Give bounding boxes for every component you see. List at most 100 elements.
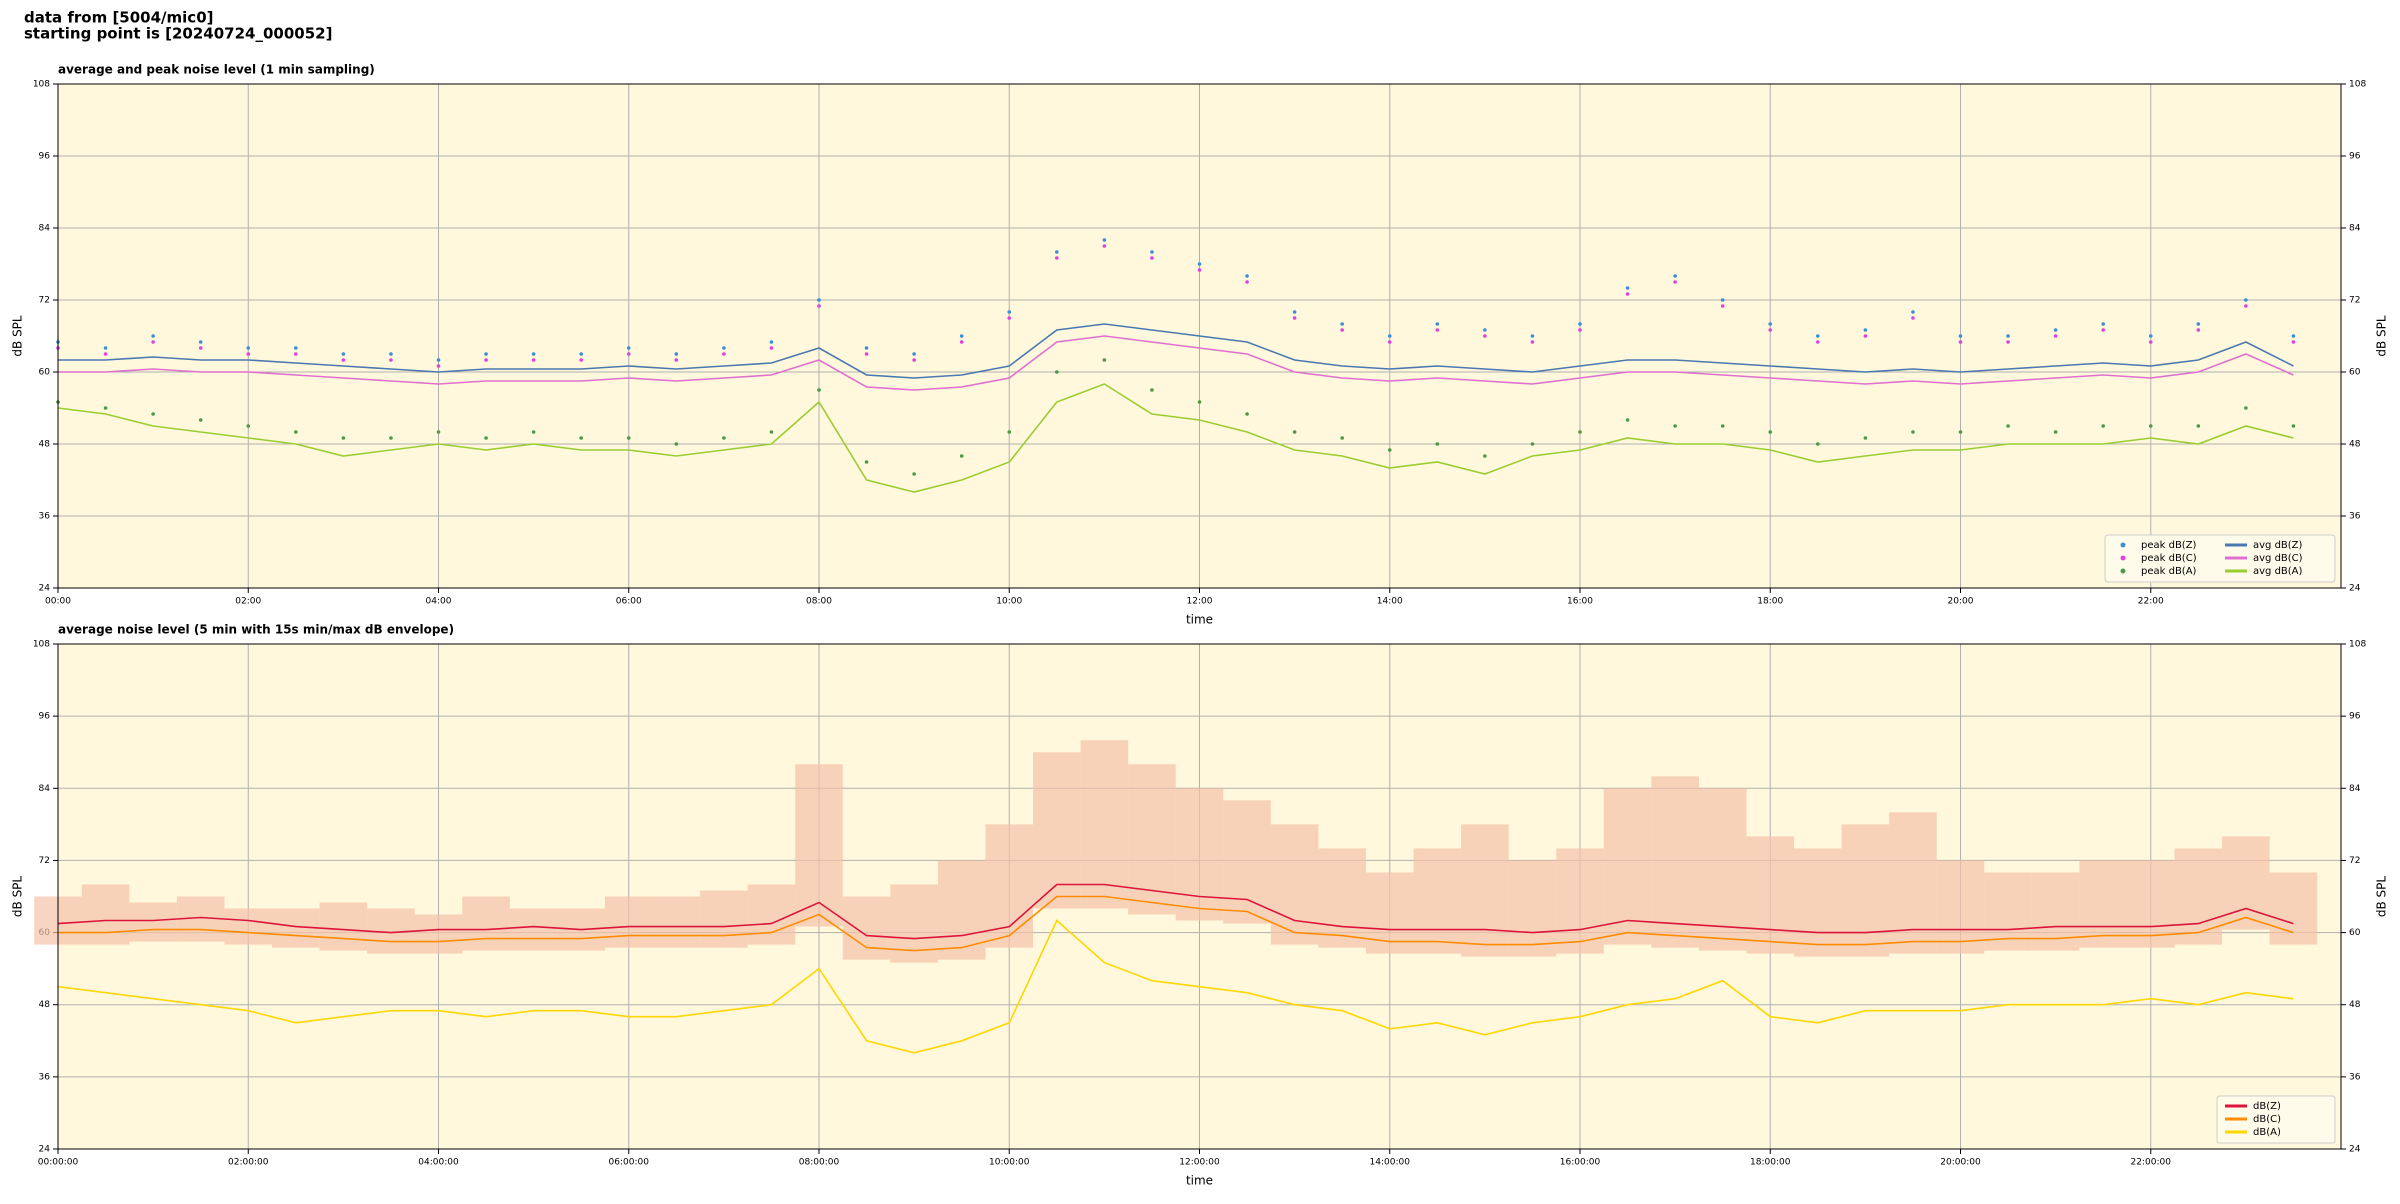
x-tick-label: 20:00 (1948, 597, 1974, 607)
peak-point (1245, 274, 1249, 278)
peak-point (722, 346, 726, 350)
y-tick-label: 108 (33, 80, 50, 90)
peak-point (294, 346, 298, 350)
peak-point (2148, 424, 2153, 428)
peak-point (1102, 244, 1107, 248)
envelope (1223, 800, 1271, 924)
peak-point (484, 436, 488, 440)
y2-tick-label: 24 (2349, 1145, 2361, 1155)
peak-point (579, 436, 583, 440)
peak-point (1863, 436, 1868, 440)
peak-point (2101, 328, 2105, 332)
y-tick-label: 96 (39, 152, 51, 162)
legend-marker (2120, 542, 2126, 548)
peak-point (294, 430, 298, 434)
envelope (747, 884, 796, 945)
envelope (937, 860, 986, 960)
peak-point (531, 358, 536, 362)
y-tick-label: 48 (39, 1000, 51, 1010)
peak-point (1673, 280, 1677, 284)
plot-frame (57, 643, 2342, 1150)
peak-point (626, 436, 631, 440)
x-tick-label: 14:00 (1377, 597, 1403, 607)
envelope (1461, 824, 1509, 957)
peak-point (1340, 322, 1344, 326)
peak-point (1958, 334, 1963, 338)
y-tick-label: 36 (39, 512, 51, 522)
envelope (1318, 848, 1366, 948)
y2-tick-label: 84 (2349, 224, 2361, 234)
y-tick-label: 96 (39, 712, 51, 722)
peak-point (103, 352, 108, 356)
y2-tick-label: 24 (2349, 584, 2361, 594)
peak-point (1720, 304, 1725, 308)
peak-point (1435, 322, 1440, 326)
peak-point (959, 340, 964, 344)
legend-label: peak dB(Z) (2141, 540, 2197, 551)
series-line (57, 919, 2294, 1054)
peak-point (864, 346, 869, 350)
peak-point (817, 298, 821, 302)
y-tick-label: 24 (39, 584, 51, 594)
peak-point (1768, 328, 1773, 332)
peak-point (246, 352, 251, 356)
series-line (58, 323, 2294, 379)
y-tick-label: 48 (39, 440, 51, 450)
peak-point (579, 358, 583, 362)
peak-point (2196, 322, 2201, 326)
peak-point (1578, 322, 1582, 326)
peak-point (674, 442, 679, 446)
peak-point (817, 388, 821, 392)
envelope (509, 908, 558, 951)
x-tick-label: 06:00 (616, 597, 642, 607)
y-axis-label: dB SPL (11, 315, 25, 357)
peak-point (531, 352, 536, 356)
peak-point (2244, 304, 2248, 308)
peak-point (389, 352, 393, 356)
x-tick-label: 16:00:00 (1560, 1158, 1601, 1168)
x-tick-label: 02:00 (235, 597, 261, 607)
envelope (1651, 776, 1699, 948)
peak-point (1387, 340, 1392, 344)
peak-point (151, 340, 155, 344)
peak-point (1292, 430, 1297, 434)
y2-tick-label: 36 (2349, 1072, 2361, 1082)
peak-point (1625, 418, 1630, 422)
peak-point (579, 352, 583, 356)
x-tick-label: 10:00:00 (989, 1158, 1030, 1168)
legend-marker (2120, 555, 2126, 561)
envelope (81, 884, 130, 945)
envelope (1984, 872, 2032, 951)
y-tick-label: 108 (33, 640, 50, 650)
x-axis-label: time (1186, 613, 1213, 627)
peak-point (531, 430, 536, 434)
envelope (1794, 848, 1842, 957)
envelope (604, 896, 653, 948)
peak-point (1197, 268, 1202, 272)
peak-point (2244, 406, 2248, 410)
x-axis-label: time (1186, 1174, 1213, 1188)
peak-point (2291, 424, 2296, 428)
peak-point (246, 424, 251, 428)
peak-point (1625, 292, 1630, 296)
peak-point (1530, 334, 1535, 338)
peak-point (1863, 334, 1868, 338)
chart-title: average and peak noise level (1 min samp… (58, 63, 375, 77)
peak-point (817, 304, 821, 308)
peak-point (2101, 424, 2105, 428)
peak-point (1435, 442, 1440, 446)
x-tick-label: 08:00:00 (799, 1158, 840, 1168)
peak-point (198, 340, 203, 344)
x-tick-label: 12:00 (1187, 597, 1213, 607)
peak-point (864, 460, 869, 464)
peak-point (103, 346, 108, 350)
envelope (1746, 836, 1795, 954)
envelope (700, 890, 748, 948)
peak-point (436, 358, 441, 362)
peak-point (436, 364, 441, 368)
peak-point (484, 352, 488, 356)
peak-point (1055, 250, 1059, 254)
peak-point (912, 472, 916, 476)
envelope (2079, 860, 2127, 948)
peak-point (1483, 454, 1487, 458)
